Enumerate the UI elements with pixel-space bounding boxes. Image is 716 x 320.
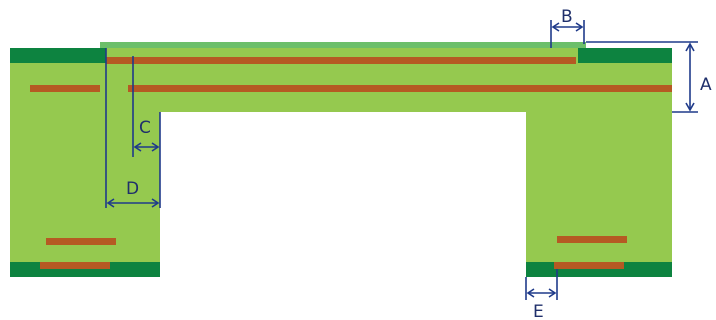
copper-trace-bottom-right-lower	[554, 262, 624, 269]
dimension-b	[550, 20, 585, 48]
solder-mask-top-right	[578, 48, 672, 63]
copper-trace-bottom-right-upper	[557, 236, 627, 243]
substrate-body	[10, 48, 672, 277]
copper-trace-bottom-left-lower	[40, 262, 110, 269]
dimension-d-label: D	[126, 179, 139, 199]
dimension-c-label: C	[139, 118, 151, 138]
copper-trace-long	[128, 85, 672, 92]
dimension-e-label: E	[533, 302, 544, 320]
copper-trace-top	[106, 57, 576, 64]
dimension-a	[586, 41, 698, 113]
copper-trace-bottom-left-upper	[46, 238, 116, 245]
dimension-d	[105, 48, 161, 208]
dimension-c	[132, 56, 160, 157]
copper-trace-left-short	[30, 85, 100, 92]
dimension-e	[525, 269, 558, 300]
dimension-b-label: B	[561, 7, 573, 27]
solder-mask-top-left	[10, 48, 106, 63]
dimension-a-label: A	[700, 75, 712, 95]
